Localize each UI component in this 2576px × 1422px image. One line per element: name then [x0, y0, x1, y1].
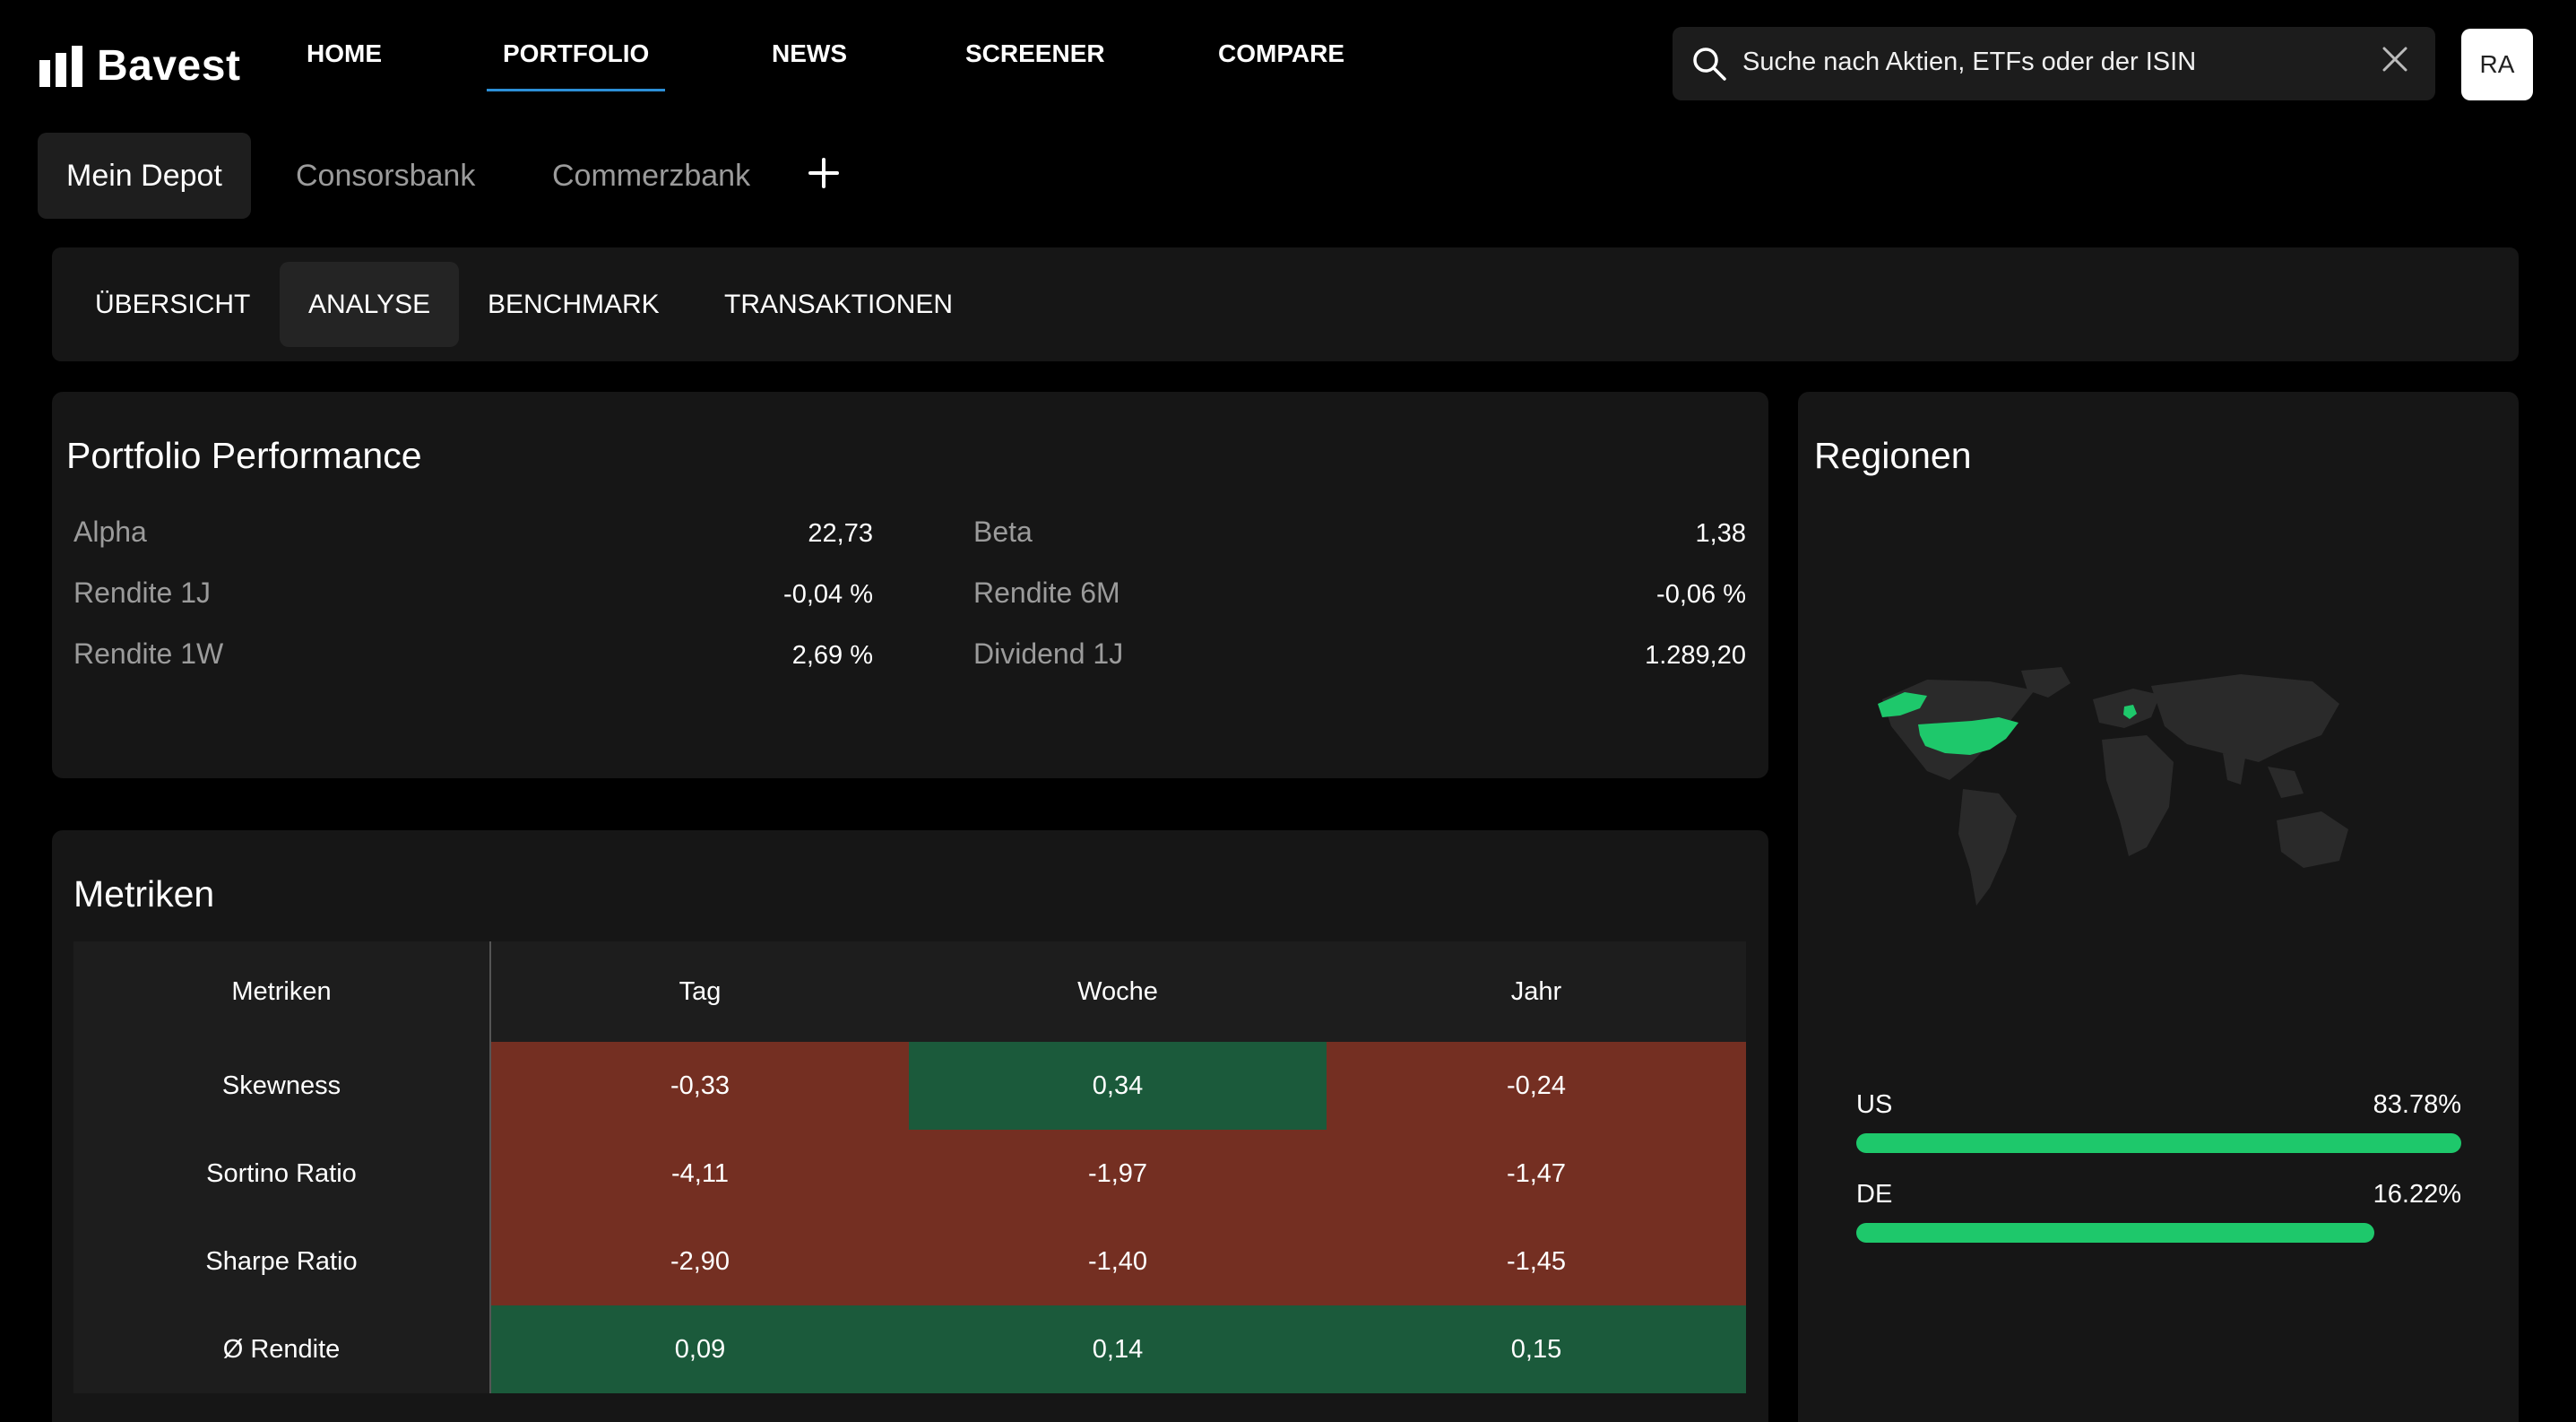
metric-value: -1,40	[909, 1218, 1327, 1305]
table-header: Metriken Tag Woche Jahr	[73, 941, 1746, 1042]
metric-value: -1,97	[909, 1130, 1327, 1218]
tab-benchmark[interactable]: BENCHMARK	[488, 289, 660, 319]
metric-value: -4,11	[491, 1130, 909, 1218]
table-body: Skewness -0,33 0,34 -0,24 Sortino Ratio …	[73, 1042, 1746, 1393]
perf-label: Rendite 1J	[73, 577, 211, 609]
region-fill	[1856, 1133, 2461, 1153]
perf-value: -0,06 %	[1656, 580, 1746, 609]
metrics-title: Metriken	[73, 873, 215, 915]
search-bar	[1673, 27, 2435, 100]
regions-title: Regionen	[1814, 435, 1972, 476]
region-bar-de	[1856, 1223, 2461, 1243]
world-map	[1878, 667, 2348, 906]
table-row: Ø Rendite 0,09 0,14 0,15	[73, 1305, 1746, 1393]
logo-text: Bavest	[97, 42, 241, 90]
region-bar-us	[1856, 1133, 2461, 1153]
close-icon[interactable]	[2381, 45, 2409, 74]
region-pct-us: 83.78%	[2373, 1090, 2461, 1119]
depot-tab-consorsbank[interactable]: Consorsbank	[296, 158, 476, 193]
performance-card: Portfolio Performance Alpha 22,73 Rendit…	[52, 392, 1768, 778]
tab-analyse[interactable]: ANALYSE	[280, 262, 460, 347]
plus-icon[interactable]	[803, 152, 844, 194]
logo-icon	[39, 45, 84, 87]
perf-value: -0,04 %	[783, 580, 873, 609]
perf-label: Beta	[973, 516, 1033, 548]
header-cell: Metriken	[73, 941, 491, 1042]
perf-label: Rendite 1W	[73, 637, 224, 670]
perf-value: 2,69 %	[791, 641, 873, 670]
top-navigation: Bavest HOME PORTFOLIO NEWS SCREENER COMP…	[0, 0, 2576, 126]
avatar[interactable]: RA	[2461, 29, 2533, 100]
nav-compare[interactable]: COMPARE	[1218, 39, 1345, 67]
analysis-subtabs: ÜBERSICHT ANALYSE BENCHMARK TRANSAKTIONE…	[52, 247, 2519, 361]
metric-value: -1,45	[1327, 1218, 1746, 1305]
region-label-de: DE	[1856, 1180, 1893, 1209]
perf-value: 22,73	[808, 519, 873, 548]
perf-label: Rendite 6M	[973, 577, 1120, 609]
highlighted-regions	[1878, 692, 2137, 755]
search-icon	[1693, 48, 1726, 81]
region-de	[2123, 705, 2137, 719]
region-us	[1918, 717, 2018, 755]
perf-label: Alpha	[73, 516, 147, 548]
perf-value: 1.289,20	[1645, 641, 1746, 670]
header-cell: Woche	[1077, 976, 1158, 1006]
table-row: Skewness -0,33 0,34 -0,24	[73, 1042, 1746, 1130]
nav-screener[interactable]: SCREENER	[965, 39, 1105, 67]
depot-tab-commerzbank[interactable]: Commerzbank	[552, 158, 751, 193]
region-fill	[1856, 1223, 2374, 1243]
performance-title: Portfolio Performance	[66, 435, 422, 476]
region-us-alaska	[1878, 692, 1927, 717]
perf-label: Dividend 1J	[973, 637, 1124, 670]
metric-value: 0,09	[491, 1305, 909, 1393]
perf-value: 1,38	[1695, 519, 1746, 548]
metric-value: -0,33	[491, 1042, 909, 1130]
logo[interactable]: Bavest	[39, 41, 240, 91]
nav-home[interactable]: HOME	[307, 39, 382, 67]
row-label: Sortino Ratio	[73, 1130, 491, 1218]
header-cell: Jahr	[1510, 976, 1562, 1006]
metric-value: 0,15	[1327, 1305, 1746, 1393]
nav-portfolio[interactable]: PORTFOLIO	[486, 39, 666, 91]
depot-tab-mein-depot[interactable]: Mein Depot	[38, 133, 251, 219]
metrics-table: Metriken Tag Woche Jahr Skewness -0,33 0…	[73, 941, 1746, 1393]
header-cell: Tag	[679, 976, 722, 1006]
tab-uebersicht[interactable]: ÜBERSICHT	[95, 289, 251, 319]
table-row: Sharpe Ratio -2,90 -1,40 -1,45	[73, 1218, 1746, 1305]
tab-transaktionen[interactable]: TRANSAKTIONEN	[724, 289, 954, 319]
metric-value: 0,14	[909, 1305, 1327, 1393]
metric-value: -0,24	[1327, 1042, 1746, 1130]
row-label: Sharpe Ratio	[73, 1218, 491, 1305]
metric-value: -1,47	[1327, 1130, 1746, 1218]
regions-card: Regionen	[1798, 392, 2519, 1422]
table-row: Sortino Ratio -4,11 -1,97 -1,47	[73, 1130, 1746, 1218]
region-pct-de: 16.22%	[2373, 1180, 2461, 1209]
nav-news[interactable]: NEWS	[772, 39, 847, 67]
metric-value: -2,90	[491, 1218, 909, 1305]
region-label-us: US	[1856, 1090, 1893, 1119]
row-label: Ø Rendite	[73, 1305, 491, 1393]
search-input[interactable]	[1742, 39, 2352, 84]
row-label: Skewness	[73, 1042, 491, 1130]
metric-value: 0,34	[909, 1042, 1327, 1130]
